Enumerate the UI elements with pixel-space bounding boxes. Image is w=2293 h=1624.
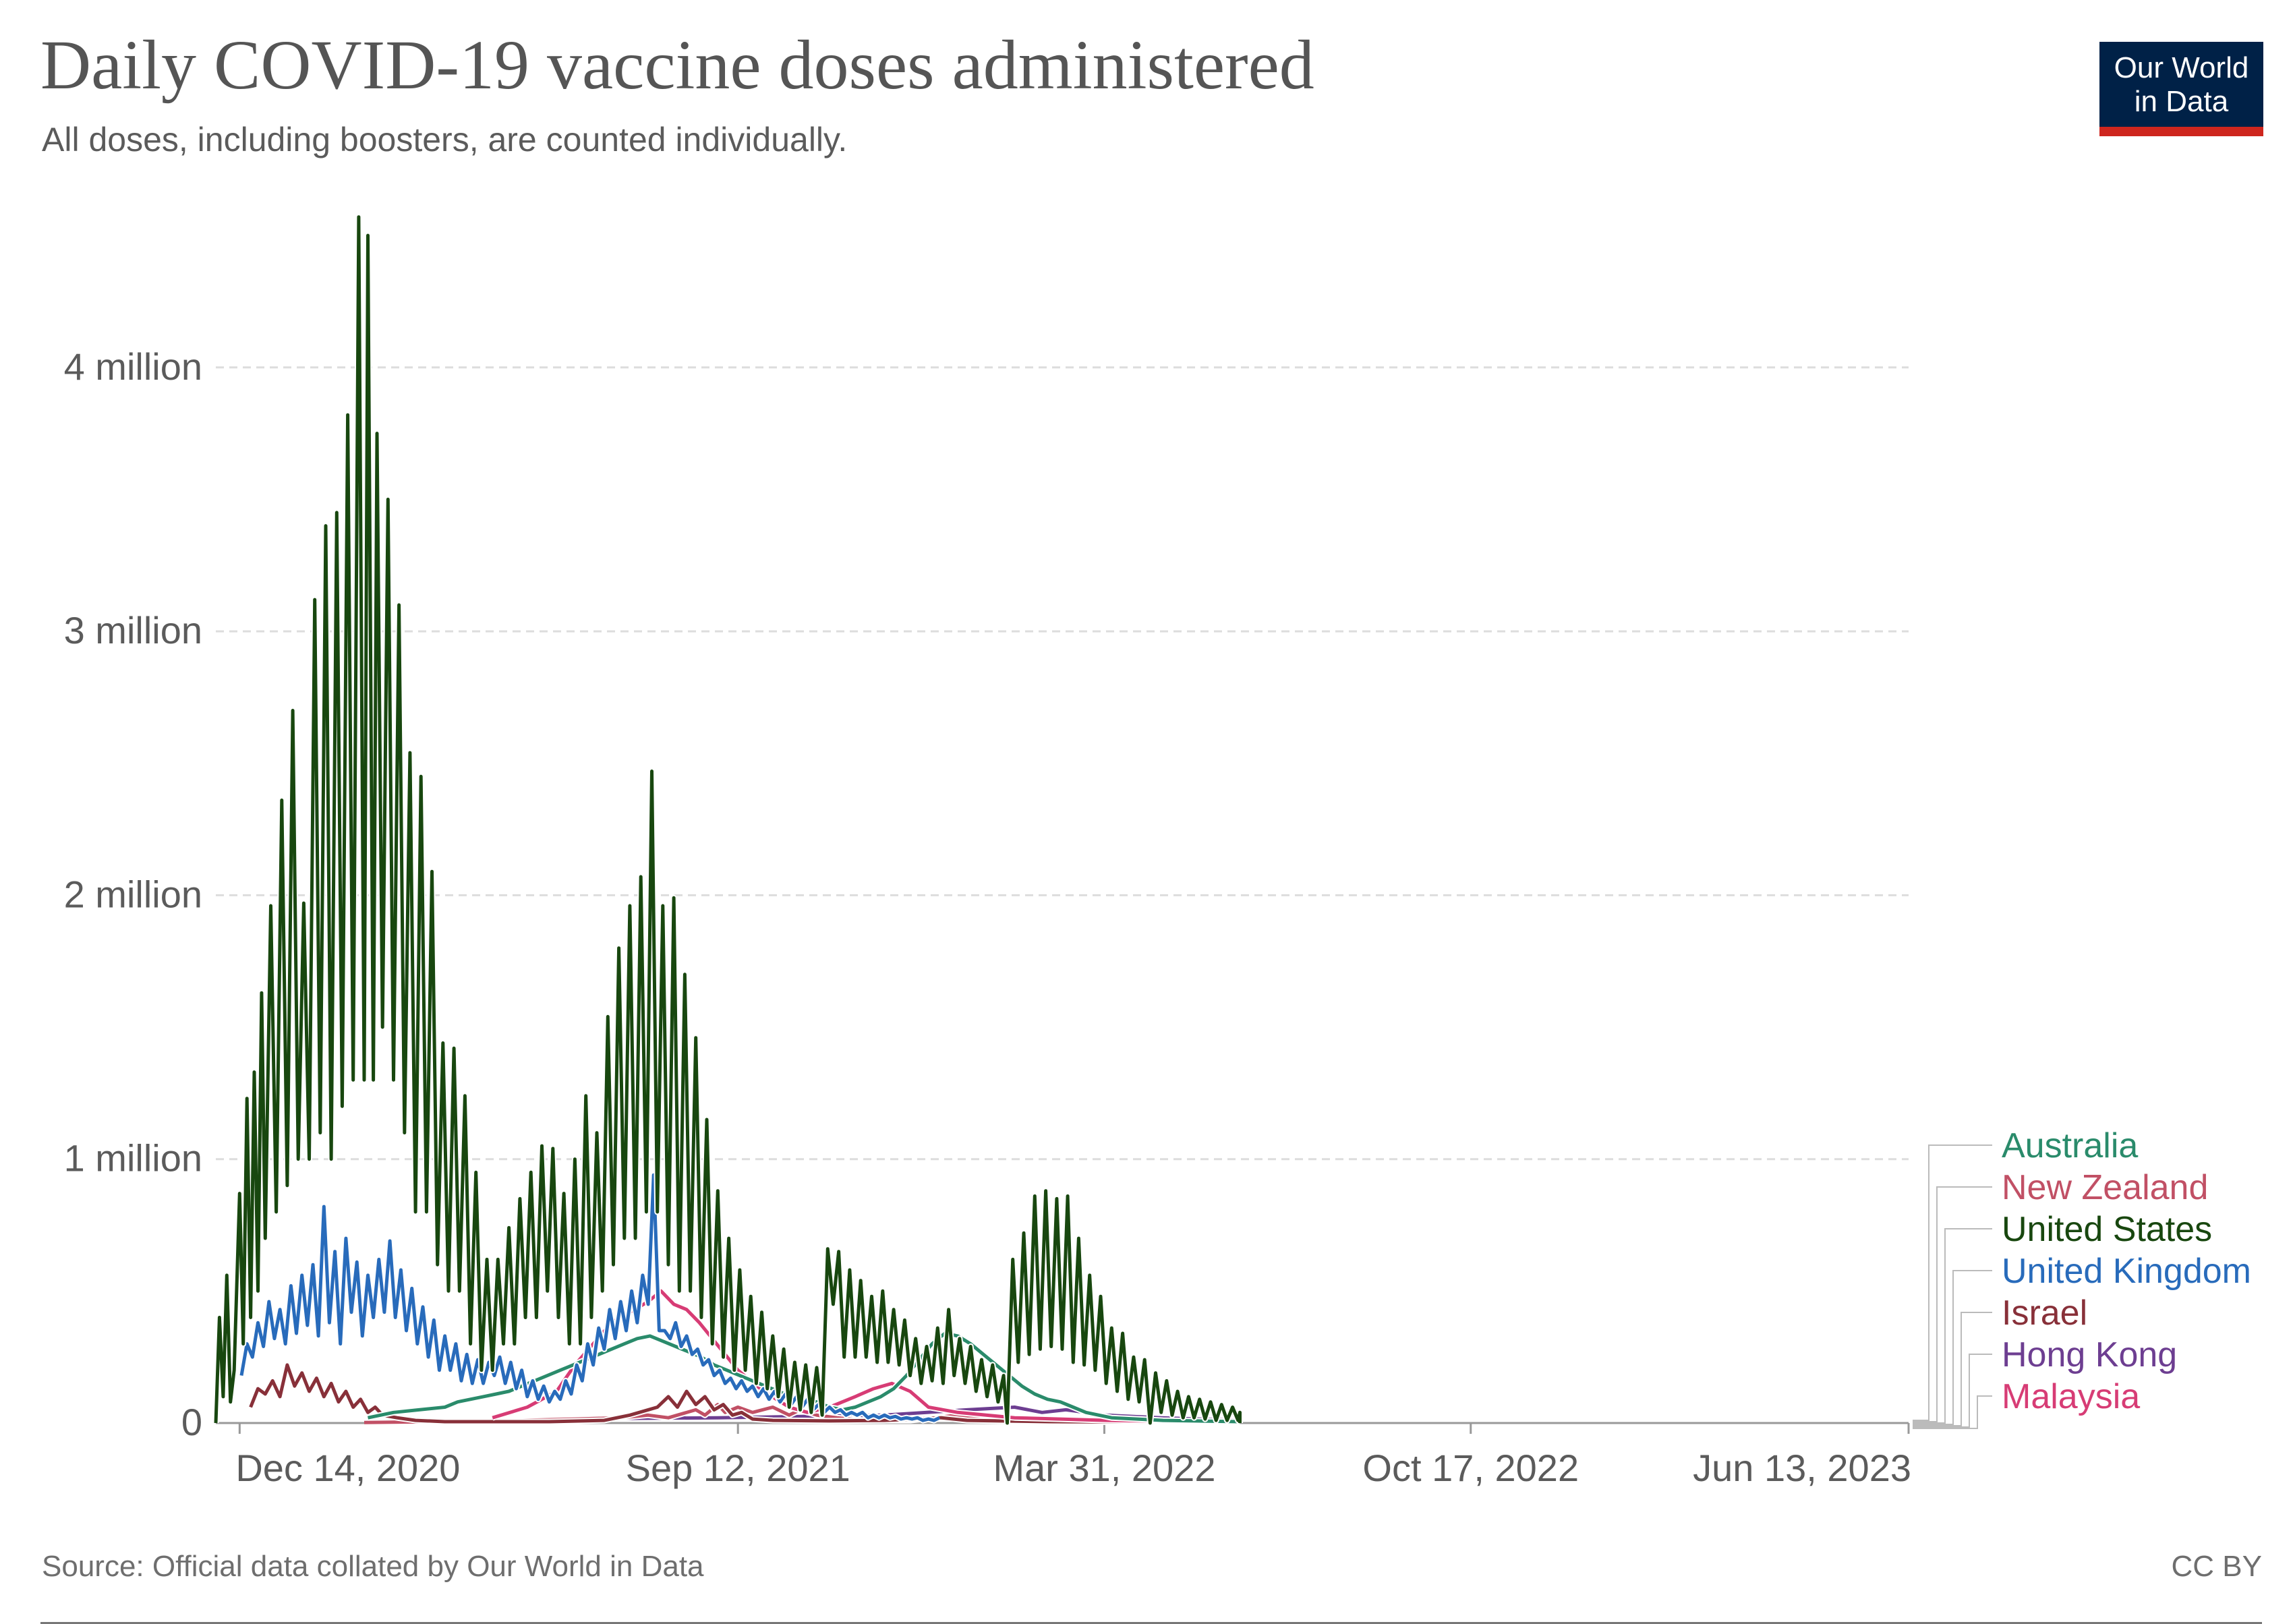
legend-leader-united-kingdom <box>1913 1270 1992 1425</box>
owid-logo[interactable]: Our World in Data <box>2099 42 2263 136</box>
logo-accent-bar <box>2099 127 2263 136</box>
legend-leader-israel <box>1913 1312 1992 1426</box>
legend-label-united-states[interactable]: United States <box>2002 1210 2212 1249</box>
legend-leader-malaysia <box>1913 1395 1992 1429</box>
x-tick-label-sep-12-2021: Sep 12, 2021 <box>626 1447 850 1489</box>
x-tick-label-mar-31-2022: Mar 31, 2022 <box>993 1447 1215 1489</box>
chart-subtitle: All doses, including boosters, are count… <box>42 121 848 158</box>
legend-label-israel[interactable]: Israel <box>2002 1294 2087 1333</box>
gridlines <box>216 366 1909 1161</box>
logo-line-2: in Data <box>2134 85 2229 118</box>
logo-line-1: Our World <box>2114 51 2249 84</box>
series-line-united-states[interactable] <box>214 215 1242 1425</box>
legend-leader-new-zealand <box>1913 1186 1992 1422</box>
y-tick-label-4-million: 4 million <box>64 345 202 388</box>
y-tick-label-3-million: 3 million <box>64 609 202 651</box>
x-tick-label-oct-17-2022: Oct 17, 2022 <box>1362 1447 1579 1489</box>
legend-label-new-zealand[interactable]: New Zealand <box>2002 1168 2208 1207</box>
source-note: Source: Official data collated by Our Wo… <box>42 1550 704 1583</box>
x-tick-label-dec-14-2020: Dec 14, 2020 <box>235 1447 460 1489</box>
y-tick-label-0: 0 <box>181 1401 202 1443</box>
series-israel[interactable] <box>248 1362 1240 1426</box>
y-tick-label-2-million: 2 million <box>64 873 202 915</box>
series-line-israel[interactable] <box>249 1363 1240 1424</box>
legend-label-australia[interactable]: Australia <box>2002 1126 2138 1165</box>
y-axis: 0 1 million 2 million 3 million 4 million <box>64 345 202 1443</box>
x-tick-label-jun-13-2023: Jun 13, 2023 <box>1693 1447 1911 1489</box>
legend-label-malaysia[interactable]: Malaysia <box>2002 1377 2140 1416</box>
series-lines <box>212 214 1243 1426</box>
x-axis: Dec 14, 2020 Sep 12, 2021 Mar 31, 2022 Oct … <box>216 1422 1911 1489</box>
legend-leader-hong-kong <box>1913 1354 1992 1428</box>
chart-title: Daily COVID-19 vaccine doses administere… <box>40 26 1314 104</box>
legend-leader-united-states <box>1913 1228 1992 1424</box>
legend-label-united-kingdom[interactable]: United Kingdom <box>2002 1252 2251 1291</box>
legend-leader-australia <box>1913 1144 1992 1421</box>
line-chart: Dec 14, 2020 Sep 12, 2021 Mar 31, 2022 Oct … <box>64 214 2251 1489</box>
y-tick-label-1-million: 1 million <box>64 1137 202 1180</box>
series-united-states[interactable] <box>212 214 1243 1426</box>
license-link[interactable]: CC BY <box>2171 1550 2262 1583</box>
legend-label-hong-kong[interactable]: Hong Kong <box>2002 1335 2177 1374</box>
